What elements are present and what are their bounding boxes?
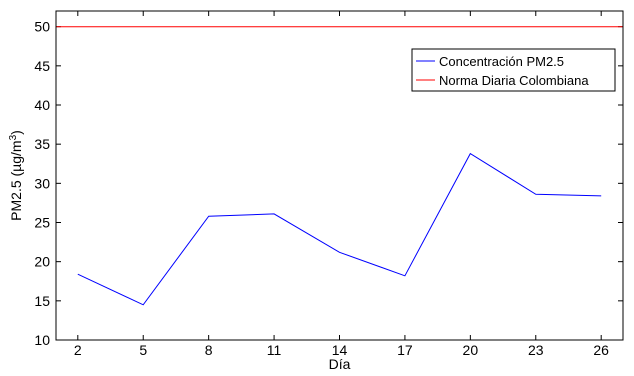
legend-label-1: Concentración PM2.5 xyxy=(439,54,564,69)
legend-box xyxy=(411,48,616,92)
y-axis-label-end: ) xyxy=(8,130,24,135)
y-axis-label-superscript: 3 xyxy=(8,134,19,140)
y-tick-label: 25 xyxy=(34,215,50,231)
x-tick-label: 26 xyxy=(593,342,609,358)
x-axis-label: Día xyxy=(329,356,351,371)
x-tick-label: 8 xyxy=(205,342,213,358)
y-tick-label: 50 xyxy=(34,19,50,35)
legend-label-2: Norma Diaria Colombiana xyxy=(439,73,589,88)
x-tick-label: 5 xyxy=(139,342,147,358)
x-tick-label: 17 xyxy=(397,342,413,358)
y-tick-label: 20 xyxy=(34,254,50,270)
x-tick-label: 20 xyxy=(463,342,479,358)
y-tick-label: 45 xyxy=(34,58,50,74)
x-tick-label: 11 xyxy=(267,342,282,358)
y-tick-label: 10 xyxy=(34,332,50,348)
series-layer xyxy=(56,26,623,306)
y-tick-label: 30 xyxy=(34,175,50,191)
x-tick-label: 23 xyxy=(528,342,544,358)
legend: Concentración PM2.5 Norma Diaria Colombia… xyxy=(411,48,616,92)
y-tick-label: 40 xyxy=(34,97,50,113)
y-tick-label: 35 xyxy=(34,136,50,152)
plot-frame xyxy=(55,10,624,341)
y-axis-label-main: PM2.5 (µg/m xyxy=(8,140,24,220)
y-tick-label: 15 xyxy=(34,293,50,309)
y-axis-label: PM2.5 (µg/m3) xyxy=(8,130,25,221)
series-line-1 xyxy=(77,152,602,306)
x-tick-label: 2 xyxy=(74,342,82,358)
x-tick-label: 14 xyxy=(332,342,348,358)
